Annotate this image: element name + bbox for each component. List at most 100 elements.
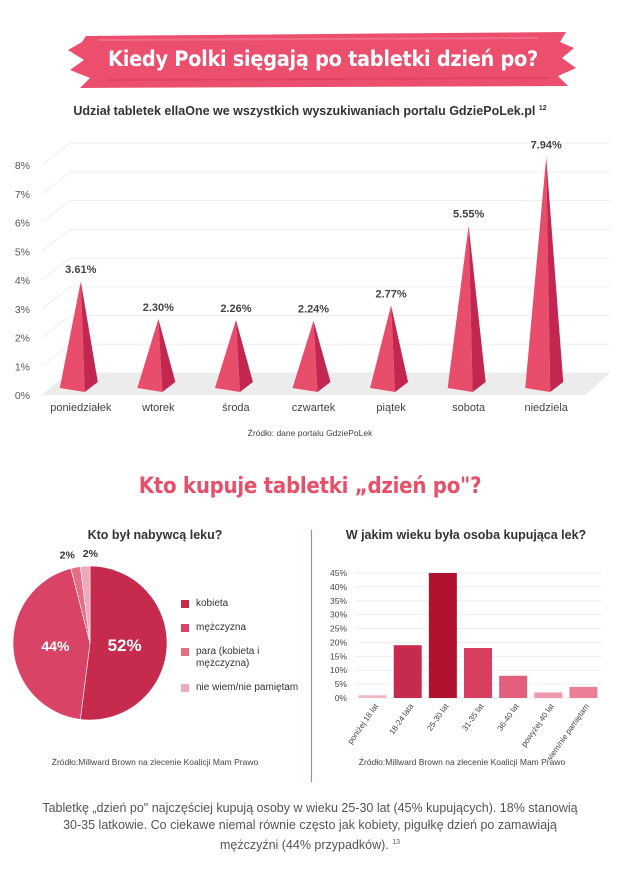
section-divider: [311, 530, 312, 782]
age-chart-source: Źródło:Millward Brown na zlecenie Koalic…: [358, 757, 566, 767]
pyramid-face: [59, 281, 85, 392]
y-tick-label: 6%: [15, 218, 30, 230]
y-tick-label: 5%: [335, 679, 348, 689]
x-tick-label: 25-30 lat: [425, 701, 451, 732]
pie-slice: [80, 565, 91, 644]
pyramid-side: [80, 281, 98, 392]
pyramid-bar: [447, 225, 486, 392]
section-title: Kto kupuje tabletki „dzień po"?: [138, 474, 482, 499]
title-banner: [68, 32, 576, 88]
x-tick-label: wtorek: [141, 402, 175, 414]
y-tick-label: 15%: [330, 651, 347, 661]
x-tick-label: niedziela: [525, 402, 569, 414]
chart-subtitle: Udział tabletek ellaOne we wszystkich wy…: [0, 104, 620, 118]
y-tick-label: 5%: [15, 246, 30, 258]
data-label: 52%: [108, 636, 142, 655]
y-tick-label: 3%: [15, 304, 30, 316]
data-label: 44%: [41, 638, 70, 654]
gridline: [41, 228, 71, 252]
data-label: 5.55%: [453, 208, 484, 220]
pyramid-bar: [370, 305, 409, 392]
y-tick-label: 40%: [330, 582, 347, 592]
pyramid-face: [370, 305, 396, 392]
pyramid-side: [235, 320, 253, 392]
y-tick-label: 25%: [330, 624, 347, 634]
legend-label: kobieta: [196, 598, 229, 609]
y-tick-label: 20%: [330, 637, 347, 647]
y-tick-label: 0%: [335, 693, 348, 703]
x-tick-label: środa: [222, 402, 250, 414]
x-tick-label: poniedziałek: [50, 402, 112, 414]
pie-slice: [12, 568, 91, 720]
pyramid-bar: [214, 320, 253, 392]
pie-legend: kobieta mężczyzna para (kobieta i mężczy…: [181, 598, 301, 706]
pie-chart-source: Źródło:Millward Brown na zlecenie Koalic…: [51, 757, 259, 767]
x-tick-label: 18-24 lata: [388, 702, 416, 737]
data-label: 2.77%: [375, 288, 406, 300]
y-tick-label: 4%: [15, 275, 30, 287]
weekday-pyramid-chart: 0% 1% 2% 3% 4% 5% 6% 7% 8% 3.61% poniedziałek 2.30%…: [15, 140, 610, 414]
bar: [499, 675, 528, 698]
buyer-pie-chart: 52% 44% 2% 2%: [12, 548, 168, 721]
legend-swatch: [181, 624, 189, 632]
legend-item: nie wiem/nie pamiętam: [181, 682, 301, 694]
legend-item: mężczyzna: [181, 622, 301, 634]
legend-swatch: [181, 648, 189, 656]
gridline: [41, 343, 71, 367]
legend-item: para (kobieta i mężczyzna): [181, 646, 301, 670]
y-tick-label: 45%: [330, 568, 347, 578]
gridline: [41, 286, 71, 310]
footer-reference: 13: [392, 839, 401, 846]
pie-slice: [80, 565, 168, 721]
legend-item: kobieta: [181, 598, 301, 610]
age-bar-chart: 0% 5% 10% 15% 20% 25% 30% 35% 40% 45% poniżej 18 l…: [330, 568, 601, 760]
y-tick-label: 0%: [15, 390, 30, 402]
data-label: 2.30%: [143, 302, 174, 314]
bar: [464, 648, 492, 698]
pyramid-side: [468, 225, 486, 392]
pyramid-side: [391, 305, 409, 392]
y-tick-label: 30%: [330, 610, 347, 620]
gridline: [41, 315, 71, 338]
legend-label: mężczyzna: [196, 622, 247, 633]
legend-label: nie wiem/nie pamiętam: [196, 682, 299, 693]
x-tick-label: powyżej 40 lat: [519, 701, 556, 748]
data-label: 3.61%: [65, 264, 96, 276]
pyramid-face: [525, 156, 551, 392]
footer-text: Tabletkę „dzień po" najczęściej kupują o…: [42, 801, 578, 853]
y-tick-label: 1%: [15, 361, 30, 373]
data-label: 7.94%: [531, 140, 562, 152]
gridline: [41, 200, 71, 223]
subtitle-text: Udział tabletek ellaOne we wszystkich wy…: [73, 104, 536, 118]
x-tick-label: 31-35 lat: [460, 701, 486, 732]
pyramid-side: [158, 318, 176, 392]
y-tick-label: 10%: [330, 665, 347, 675]
footer-note: Tabletkę „dzień po" najczęściej kupują o…: [40, 800, 580, 854]
x-tick-label: poniżej 18 lat: [346, 701, 381, 745]
pyramid-face: [214, 320, 240, 392]
pie-chart-title: Kto był nabywcą leku?: [87, 528, 223, 542]
x-tick-label: czwartek: [292, 402, 336, 414]
gridline: [41, 257, 71, 281]
gridline: [41, 171, 71, 195]
data-label: 2%: [60, 549, 76, 561]
gridline: [41, 142, 71, 166]
pyramid-face: [447, 225, 473, 392]
x-tick-label: piątek: [376, 402, 406, 414]
data-label: 2.26%: [220, 303, 251, 315]
pyramid-bar: [137, 318, 176, 392]
bar: [428, 573, 457, 698]
bar: [569, 686, 598, 698]
y-tick-label: 35%: [330, 596, 347, 606]
bar: [393, 645, 422, 698]
pyramid-chart-source: Źródło: dane portalu GdziePoLek: [247, 428, 373, 438]
legend-label: para (kobieta i mężczyzna): [196, 646, 260, 669]
data-label: 2.24%: [298, 304, 329, 316]
bar: [358, 695, 387, 698]
age-chart-title: W jakim wieku była osoba kupująca lek?: [345, 528, 587, 542]
subtitle-reference: 12: [538, 104, 547, 112]
pyramid-side: [313, 320, 331, 392]
pyramid-bar: [59, 281, 98, 392]
pyramid-face: [137, 318, 163, 392]
pyramid-side: [546, 156, 564, 392]
